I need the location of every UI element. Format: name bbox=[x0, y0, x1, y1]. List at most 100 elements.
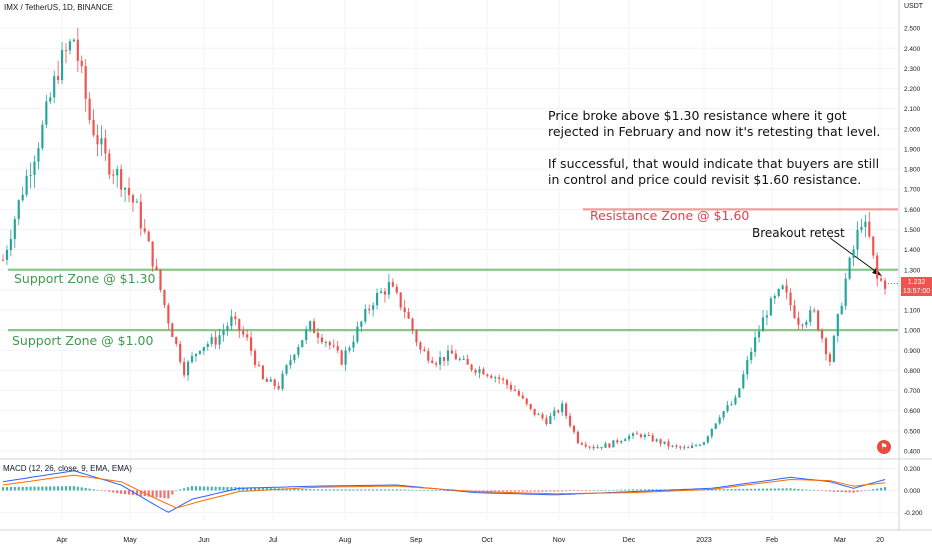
macd-histogram-bar bbox=[620, 489, 623, 491]
candle-body bbox=[836, 314, 839, 336]
macd-histogram-bar bbox=[246, 487, 249, 491]
macd-histogram-bar bbox=[84, 487, 87, 491]
candle-body bbox=[742, 374, 745, 389]
candle-body bbox=[671, 445, 674, 447]
analysis-note: Price broke above $1.30 resistance where… bbox=[548, 108, 888, 204]
macd-histogram-bar bbox=[285, 488, 288, 491]
macd-histogram-bar bbox=[494, 490, 497, 492]
macd-histogram-bar bbox=[439, 490, 442, 492]
signal-line bbox=[2, 474, 886, 509]
candle-body bbox=[230, 316, 233, 327]
candle-body bbox=[100, 138, 103, 145]
macd-histogram-bar bbox=[572, 490, 576, 492]
macd-histogram-bar bbox=[104, 490, 107, 492]
candle-body bbox=[809, 310, 812, 322]
candle-body bbox=[600, 446, 603, 448]
candle-body bbox=[628, 436, 631, 440]
candle-body bbox=[777, 288, 780, 296]
candle-body bbox=[80, 60, 83, 67]
chart-title: IMX / TetherUS, 1D, BINANCE bbox=[4, 3, 113, 12]
candle-body bbox=[348, 347, 351, 351]
candle-body bbox=[293, 354, 296, 361]
candle-body bbox=[592, 446, 595, 449]
macd-histogram-bar bbox=[147, 490, 150, 497]
candle-body bbox=[57, 76, 60, 81]
macd-histogram-bar bbox=[639, 489, 643, 491]
candle-body bbox=[265, 378, 268, 382]
candle-body bbox=[883, 280, 887, 289]
candle-body bbox=[537, 414, 540, 416]
candle-body bbox=[781, 285, 784, 289]
candle-body bbox=[691, 445, 694, 449]
macd-histogram-bar bbox=[269, 488, 272, 491]
macd-histogram-bar bbox=[372, 489, 375, 491]
macd-histogram-bar bbox=[419, 490, 422, 491]
candle-body bbox=[186, 361, 190, 376]
candle-body bbox=[324, 342, 327, 344]
macd-histogram-bar bbox=[25, 486, 28, 491]
candle-body bbox=[13, 219, 16, 240]
macd-histogram-bar bbox=[92, 489, 95, 491]
candle-body bbox=[651, 435, 654, 442]
candle-body bbox=[151, 241, 154, 267]
candle-body bbox=[179, 343, 182, 362]
candle-body bbox=[608, 443, 611, 448]
candle-body bbox=[427, 351, 430, 361]
candle-body bbox=[379, 291, 383, 294]
macd-histogram-bar bbox=[356, 489, 359, 491]
candle-body bbox=[407, 312, 410, 319]
candle-body bbox=[376, 293, 379, 306]
price-tick-label: 1.100 bbox=[904, 308, 921, 315]
candle-body bbox=[561, 403, 564, 413]
last-price-countdown: 13:57:00 bbox=[902, 288, 931, 295]
candle-body bbox=[584, 444, 587, 447]
macd-histogram-bar bbox=[718, 489, 721, 491]
macd-indicator-label[interactable]: MACD (12, 26, close, 9, EMA, EMA) bbox=[3, 464, 132, 473]
candle-body bbox=[29, 174, 32, 176]
macd-tick-label: 0.000 bbox=[904, 488, 921, 495]
price-tick-label: 1.900 bbox=[904, 146, 921, 153]
candle-body bbox=[332, 345, 335, 347]
macd-histogram-bar bbox=[21, 486, 24, 491]
macd-histogram-bar bbox=[505, 490, 509, 492]
candle-body bbox=[797, 317, 800, 325]
time-tick-label: Oct bbox=[482, 537, 493, 544]
macd-histogram-bar bbox=[427, 490, 430, 491]
candle-body bbox=[509, 384, 513, 390]
time-tick-label: Jun bbox=[198, 537, 209, 544]
candle-body bbox=[761, 317, 765, 332]
candle-body bbox=[848, 257, 851, 279]
macd-histogram-bar bbox=[876, 488, 879, 491]
macd-histogram-bar bbox=[305, 489, 308, 491]
macd-histogram-bar bbox=[29, 486, 32, 491]
candle-body bbox=[316, 333, 320, 338]
time-tick-label: Mar bbox=[834, 537, 847, 544]
macd-histogram-bar bbox=[411, 489, 414, 491]
candle-body bbox=[793, 305, 796, 318]
candle-body bbox=[785, 285, 788, 293]
candle-body bbox=[726, 405, 729, 412]
macd-histogram-bar bbox=[576, 490, 579, 492]
macd-histogram-bar bbox=[190, 486, 194, 491]
macd-histogram-bar bbox=[655, 489, 658, 491]
macd-histogram-bar bbox=[218, 486, 221, 491]
macd-histogram-bar bbox=[848, 490, 851, 493]
candlestick-series bbox=[1, 28, 887, 451]
flag-icon[interactable]: ⚑ bbox=[877, 440, 891, 454]
candle-body bbox=[832, 335, 835, 362]
macd-histogram-bar bbox=[60, 486, 64, 491]
candle-body bbox=[41, 124, 44, 149]
macd-histogram-bar bbox=[482, 490, 485, 492]
candle-body bbox=[734, 397, 737, 405]
macd-histogram-bar bbox=[431, 490, 434, 491]
macd-histogram-bar bbox=[545, 490, 548, 492]
candle-body bbox=[234, 316, 237, 320]
macd-histogram-bar bbox=[750, 488, 753, 491]
macd-histogram-bar bbox=[856, 490, 859, 492]
candle-body bbox=[442, 357, 446, 361]
macd-histogram-bar bbox=[604, 490, 607, 491]
candle-body bbox=[88, 98, 91, 120]
macd-histogram-bar bbox=[789, 488, 792, 491]
macd-histogram-bar bbox=[734, 489, 737, 491]
